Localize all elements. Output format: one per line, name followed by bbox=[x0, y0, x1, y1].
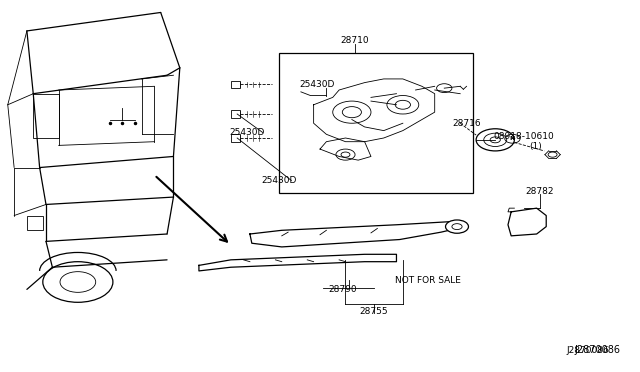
Polygon shape bbox=[250, 221, 467, 247]
Text: J2870086: J2870086 bbox=[566, 346, 609, 355]
Text: 28782: 28782 bbox=[525, 187, 554, 196]
Text: (1): (1) bbox=[529, 142, 541, 151]
Polygon shape bbox=[508, 208, 546, 236]
Bar bbox=[27, 215, 43, 230]
Bar bbox=[231, 134, 241, 142]
Text: 08918-10610: 08918-10610 bbox=[493, 132, 554, 141]
Text: NOT FOR SALE: NOT FOR SALE bbox=[396, 276, 461, 285]
Text: J2870086: J2870086 bbox=[574, 345, 620, 355]
Circle shape bbox=[445, 220, 468, 233]
Text: 28790: 28790 bbox=[328, 285, 356, 294]
Text: 25430D: 25430D bbox=[229, 128, 264, 137]
Bar bbox=[231, 110, 241, 118]
Text: 28716: 28716 bbox=[452, 119, 481, 128]
Bar bbox=[33, 94, 59, 138]
Bar bbox=[278, 53, 473, 193]
Text: N: N bbox=[509, 136, 515, 141]
Circle shape bbox=[476, 129, 515, 151]
Bar bbox=[231, 81, 241, 88]
Text: 25430D: 25430D bbox=[299, 80, 335, 89]
Text: 28755: 28755 bbox=[360, 307, 388, 316]
Text: 25430D: 25430D bbox=[261, 176, 296, 185]
Polygon shape bbox=[199, 254, 396, 271]
Text: 28710: 28710 bbox=[340, 36, 369, 45]
